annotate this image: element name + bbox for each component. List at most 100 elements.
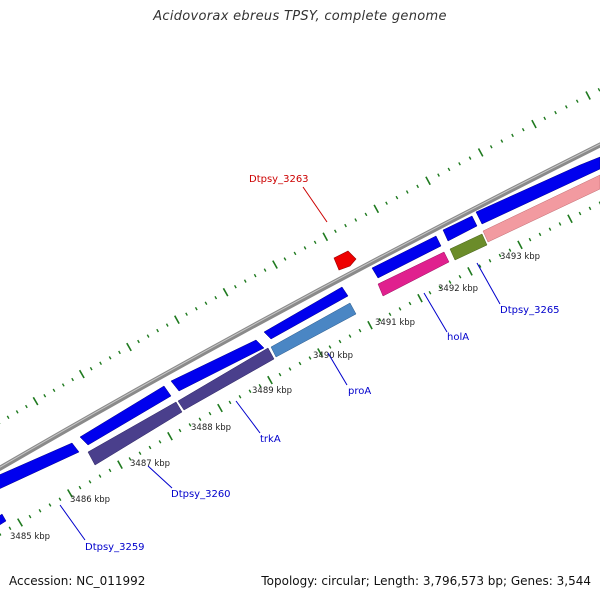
minor-tick [43, 394, 47, 398]
minor-tick [293, 251, 297, 256]
gene-trkA[interactable] [177, 347, 275, 411]
minor-tick [248, 389, 252, 393]
minor-tick [298, 361, 302, 366]
minor-tick [28, 514, 32, 519]
major-tick [531, 119, 537, 129]
minor-tick [308, 356, 312, 360]
genome-backbone [0, 142, 600, 472]
forward-gene-7[interactable] [475, 156, 600, 225]
minor-tick [388, 312, 392, 317]
label-Dtpsy_3265[interactable]: Dtpsy_3265 [500, 305, 560, 316]
forward-gene-1[interactable] [0, 442, 80, 494]
kbp-label: 3493 kbp [500, 252, 540, 262]
minor-tick [408, 301, 412, 306]
genome-backbone-highlight [0, 143, 600, 468]
forward-gene-2[interactable] [79, 385, 172, 446]
minor-tick [395, 195, 399, 200]
leader-Dtpsy_3260 [147, 465, 173, 489]
minor-tick [458, 162, 461, 166]
forward-gene-8[interactable] [0, 513, 7, 526]
major-tick [373, 204, 380, 214]
minor-tick [15, 410, 19, 414]
major-tick [267, 375, 273, 385]
major-tick [585, 91, 591, 100]
forward-strand-track [0, 156, 600, 526]
minor-tick [333, 229, 337, 233]
reverse-gene-pink[interactable] [482, 174, 600, 243]
gene-Dtpsy_3265[interactable] [449, 233, 488, 261]
minor-tick [511, 133, 514, 138]
genome-summary-text: Topology: circular; Length: 3,796,573 bp… [261, 574, 591, 588]
major-tick [167, 431, 173, 441]
minor-tick [156, 328, 160, 333]
minor-tick [448, 280, 452, 284]
minor-tick [364, 212, 368, 217]
minor-tick [118, 350, 121, 355]
forward-gene-5[interactable] [371, 235, 442, 279]
minor-tick [358, 328, 362, 333]
minor-tick [438, 285, 442, 290]
major-tick [217, 403, 223, 413]
forward-gene-6[interactable] [442, 215, 478, 242]
major-tick [317, 348, 323, 357]
kbp-label: 3492 kbp [438, 284, 478, 294]
inner-tick-ring [0, 201, 600, 536]
label-Dtpsy_3260[interactable]: Dtpsy_3260 [171, 489, 231, 500]
label-holA[interactable]: holA [447, 332, 469, 343]
label-Dtpsy_3263[interactable]: Dtpsy_3263 [249, 174, 309, 185]
minor-tick [178, 428, 182, 433]
minor-tick [405, 190, 409, 194]
major-tick [367, 320, 373, 330]
minor-tick [447, 167, 451, 172]
minor-tick [348, 334, 352, 338]
minor-tick [521, 127, 525, 132]
major-tick [425, 176, 431, 186]
minor-tick [328, 345, 332, 349]
forward-gene-3[interactable] [170, 339, 265, 392]
minor-tick [108, 356, 112, 360]
minor-tick [98, 474, 102, 478]
leader-Dtpsy_3263 [302, 186, 328, 223]
minor-tick [378, 317, 382, 322]
label-proA[interactable]: proA [348, 386, 371, 397]
forward-gene-4[interactable] [263, 286, 349, 340]
map-title: Acidovorax ebreus TPSY, complete genome [153, 9, 447, 24]
minor-tick [148, 445, 152, 450]
minor-tick [89, 366, 93, 371]
minor-tick [558, 222, 562, 226]
minor-tick [24, 404, 28, 409]
minor-tick [214, 295, 218, 300]
kbp-label: 3485 kbp [10, 532, 50, 542]
minor-tick [208, 411, 212, 416]
label-trkA[interactable]: trkA [260, 434, 281, 445]
gene-proA[interactable] [270, 302, 357, 358]
gene-Dtpsy_3263[interactable] [333, 250, 357, 271]
minor-tick [564, 105, 568, 109]
minor-tick [548, 227, 552, 231]
minor-tick [398, 307, 402, 311]
minor-tick [0, 532, 2, 536]
minor-tick [146, 334, 150, 338]
leader-Dtpsy_3265 [476, 262, 501, 305]
kbp-label: 3488 kbp [191, 423, 231, 433]
minor-tick [253, 273, 257, 278]
label-Dtpsy_3259[interactable]: Dtpsy_3259 [85, 542, 145, 553]
minor-tick [243, 279, 247, 283]
major-tick [67, 489, 73, 498]
minor-tick [128, 457, 132, 461]
gene-Dtpsy_3260[interactable] [87, 401, 183, 466]
minor-tick [137, 339, 140, 344]
minor-tick [528, 237, 532, 242]
major-tick [417, 293, 423, 303]
minor-tick [8, 526, 12, 531]
minor-tick [313, 240, 317, 245]
minor-tick [428, 290, 432, 295]
minor-tick [238, 395, 242, 399]
minor-tick [575, 99, 579, 103]
minor-tick [52, 388, 56, 393]
gene-holA[interactable] [377, 251, 450, 297]
minor-tick [198, 417, 202, 421]
major-tick [477, 148, 484, 157]
